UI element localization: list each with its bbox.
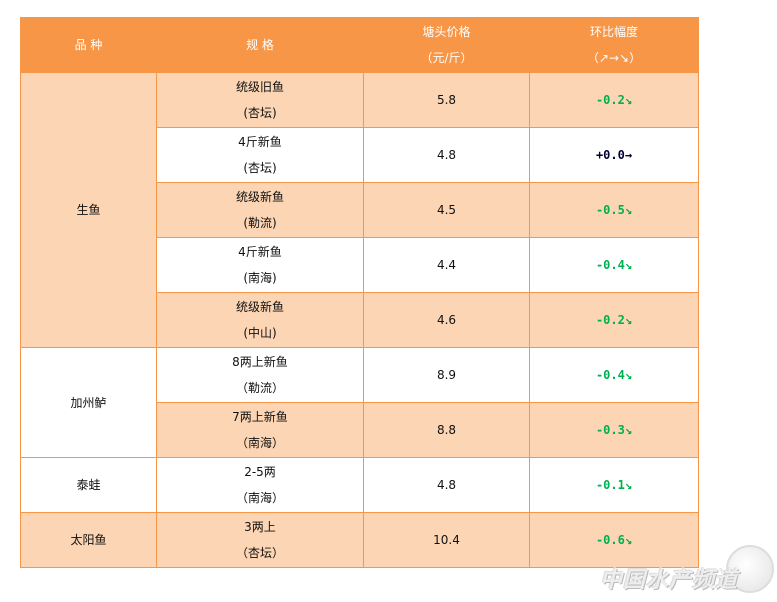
change-cell: -0.5↘ bbox=[529, 182, 699, 238]
spec-cell: 统级新鱼 (勒流) bbox=[156, 182, 364, 238]
change-cell: -0.2↘ bbox=[529, 292, 699, 348]
watermark-globe-icon bbox=[726, 545, 774, 593]
price-cell: 4.5 bbox=[363, 182, 530, 238]
change-cell: +0.0→ bbox=[529, 127, 699, 183]
table-row: 统级新鱼 (勒流) 4.5 -0.5↘ bbox=[21, 182, 699, 238]
variety-cell: 生鱼 bbox=[20, 72, 157, 348]
spec-cell: 3两上 （杏坛） bbox=[156, 512, 364, 568]
price-cell: 4.8 bbox=[363, 127, 530, 183]
table-row: 加州鲈 8两上新鱼 （勒流） 8.9 -0.4↘ bbox=[20, 347, 699, 458]
price-cell: 8.9 bbox=[363, 347, 530, 403]
table-row: 统级新鱼 (中山) 4.6 -0.2↘ bbox=[21, 292, 699, 348]
table-header-row: 品 种 规 格 塘头价格 （元/斤） 环比幅度 （↗→↘） bbox=[20, 17, 699, 73]
table-row: 4斤新鱼 (南海) 4.4 -0.4↘ bbox=[21, 237, 699, 293]
change-cell: -0.1↘ bbox=[529, 457, 699, 513]
variety-cell: 泰蛙 bbox=[20, 457, 157, 513]
change-cell: -0.3↘ bbox=[529, 402, 699, 458]
change-cell: -0.2↘ bbox=[529, 72, 699, 128]
table-row: 7两上新鱼 （南海） 8.8 -0.3↘ bbox=[21, 402, 699, 458]
price-cell: 4.8 bbox=[363, 457, 530, 513]
variety-cell: 加州鲈 bbox=[20, 347, 157, 458]
watermark-logo: 中国水产频道 bbox=[600, 568, 739, 593]
spec-cell: 统级旧鱼 (杏坛) bbox=[156, 72, 364, 128]
price-cell: 8.8 bbox=[363, 402, 530, 458]
table-row: 生鱼 统级旧鱼 (杏坛) 5.8 -0.2↘ bbox=[20, 72, 699, 348]
change-cell: -0.6↘ bbox=[529, 512, 699, 568]
variety-cell: 太阳鱼 bbox=[20, 512, 157, 568]
price-cell: 4.4 bbox=[363, 237, 530, 293]
spec-cell: 4斤新鱼 (南海) bbox=[156, 237, 364, 293]
spec-cell: 7两上新鱼 （南海） bbox=[156, 402, 364, 458]
change-cell: -0.4↘ bbox=[529, 347, 699, 403]
header-spec: 规 格 bbox=[156, 17, 364, 73]
header-price: 塘头价格 （元/斤） bbox=[363, 17, 530, 73]
spec-cell: 8两上新鱼 （勒流） bbox=[156, 347, 364, 403]
header-variety: 品 种 bbox=[20, 17, 157, 73]
table-row: 4斤新鱼 (杏坛) 4.8 +0.0→ bbox=[21, 127, 699, 183]
spec-cell: 2-5两 （南海） bbox=[156, 457, 364, 513]
table-row: 泰蛙 2-5两 （南海） 4.8 -0.1↘ bbox=[20, 457, 699, 513]
spec-cell: 统级新鱼 (中山) bbox=[156, 292, 364, 348]
change-cell: -0.4↘ bbox=[529, 237, 699, 293]
header-change: 环比幅度 （↗→↘） bbox=[529, 17, 699, 73]
price-cell: 5.8 bbox=[363, 72, 530, 128]
spec-cell: 4斤新鱼 (杏坛) bbox=[156, 127, 364, 183]
table-row: 太阳鱼 3两上 （杏坛） 10.4 -0.6↘ bbox=[20, 512, 699, 568]
price-cell: 10.4 bbox=[363, 512, 530, 568]
price-table: 品 种 规 格 塘头价格 （元/斤） 环比幅度 （↗→↘） 生鱼 统级旧鱼 (杏坛) 5.… bbox=[20, 17, 699, 568]
price-cell: 4.6 bbox=[363, 292, 530, 348]
